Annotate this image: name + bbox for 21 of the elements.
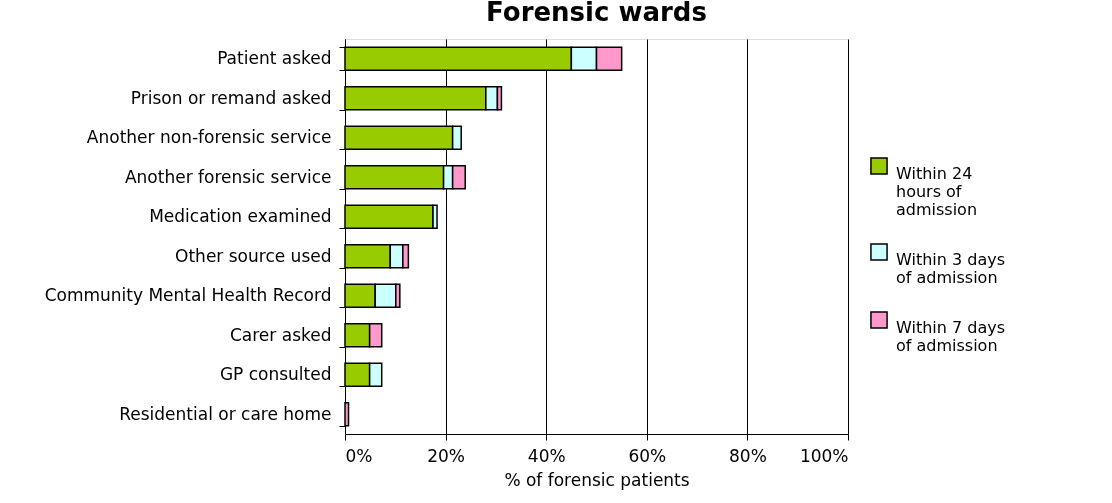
chart-title: Forensic wards — [486, 0, 707, 27]
x-tick-label: 40% — [527, 445, 566, 466]
y-tick-label: Community Mental Health Record — [44, 285, 332, 306]
y-tick-label: Another non-forensic service — [86, 127, 332, 148]
y-tick-label: Residential or care home — [119, 403, 332, 424]
y-tick-label: Carer asked — [229, 324, 332, 345]
x-tick-label: 100% — [799, 445, 849, 466]
y-tick-label: Other source used — [175, 245, 332, 266]
x-tick-label: 0% — [345, 445, 373, 466]
y-tick-label: Medication examined — [149, 206, 332, 227]
y-tick-label: Prison or remand asked — [130, 87, 332, 108]
x-tick-label: 60% — [628, 445, 667, 466]
legend-label: Within 24 hours of admission — [896, 164, 978, 219]
x-tick-label: 20% — [427, 445, 465, 466]
legend-label: Within 7 days of admission — [896, 318, 1006, 355]
y-tick-label: Patient asked — [217, 48, 332, 69]
y-tick-label: GP consulted — [219, 364, 332, 385]
x-tick-label: 80% — [729, 445, 767, 466]
y-tick-label: Another forensic service — [124, 166, 332, 187]
x-axis-title: % of forensic patients — [504, 469, 690, 490]
legend-label: Within 3 days of admission — [896, 250, 1006, 287]
